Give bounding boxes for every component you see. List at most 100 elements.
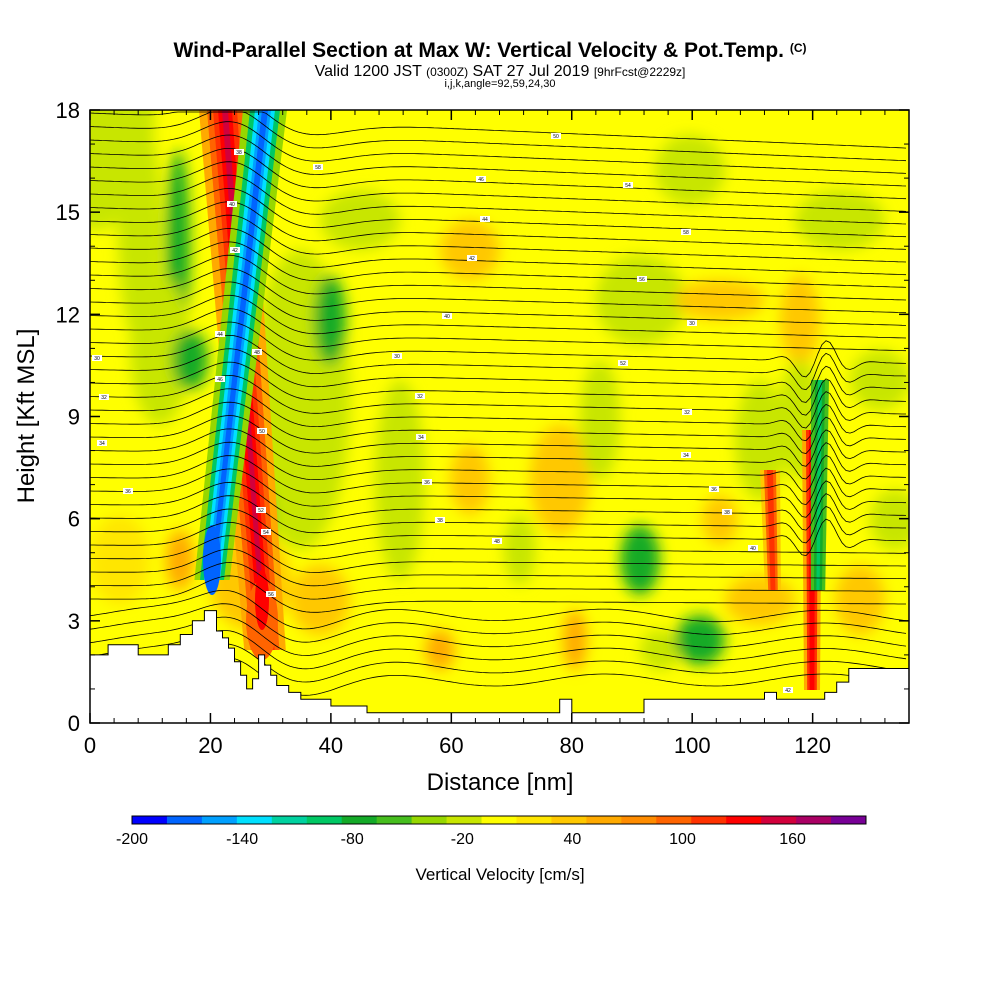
velocity-cell (320, 190, 400, 250)
velocity-cell (166, 530, 194, 590)
isentrope-line (90, 508, 907, 557)
isentrope-line (90, 521, 906, 560)
velocity-cell (702, 495, 738, 545)
contour-label-box (99, 394, 109, 400)
isentrope-line (90, 548, 907, 587)
isentrope-line (90, 321, 907, 378)
isentrope-line (90, 415, 906, 467)
y-tick-label: 18 (56, 98, 80, 123)
velocity-core-band (209, 110, 268, 580)
isentrope-line (90, 535, 906, 573)
contour-label: 48 (254, 350, 260, 356)
contour-label-box (722, 509, 732, 515)
isentrope-line (90, 616, 907, 656)
velocity-cell (290, 565, 350, 635)
isentrope-line (90, 481, 907, 531)
velocity-cell (655, 135, 725, 205)
contour-label: 50 (259, 429, 265, 435)
velocity-cell (835, 565, 885, 635)
velocity-cell (530, 425, 590, 535)
isentrope-line (90, 575, 906, 613)
contour-label-box (234, 149, 244, 155)
velocity-cell (620, 525, 660, 595)
contour-label: 56 (268, 592, 274, 598)
contour-label-box (687, 320, 697, 326)
colorbar: -200 -140 -80 -20 40 100 160 (116, 815, 867, 848)
contour-label-box (227, 201, 237, 207)
isentrope-line (90, 161, 907, 212)
contour-label: 44 (217, 332, 223, 338)
terrain-mask (90, 610, 909, 723)
contour-label: 30 (689, 321, 695, 327)
colorbar-swatch (761, 816, 797, 824)
velocity-cell (795, 190, 885, 250)
contour-label: 48 (494, 539, 500, 545)
contour-label: 52 (620, 361, 626, 367)
colorbar-swatch (446, 816, 483, 824)
colorbar-tick-label: 100 (669, 831, 696, 848)
contour-label: 34 (418, 435, 424, 441)
contour-label: 38 (724, 510, 730, 516)
colorbar-tick-label: -200 (116, 831, 148, 848)
velocity-cell (870, 490, 909, 550)
contour-label-box (618, 360, 628, 366)
y-tick-label: 6 (68, 507, 80, 532)
potential-temperature-contours (90, 111, 907, 696)
contour-label: 58 (683, 230, 689, 236)
colorbar-tick-label: -20 (451, 831, 474, 848)
contour-label-box (480, 216, 490, 222)
contour-label: 38 (437, 518, 443, 524)
contour-label: 32 (101, 395, 107, 401)
y-tick-label: 9 (68, 405, 80, 430)
velocity-cell (314, 275, 346, 365)
contour-label-box (476, 176, 486, 182)
contour-label-box (313, 164, 323, 170)
contour-label-box (682, 409, 692, 415)
colorbar-swatch (586, 816, 622, 824)
chart-subtitle-2: i,j,k,angle=92,59,24,30 (444, 78, 555, 90)
contour-label-box (467, 255, 477, 261)
colorbar-tick-label: 160 (779, 831, 806, 848)
contour-label: 54 (625, 183, 631, 189)
velocity-cell (450, 445, 490, 515)
colorbar-swatch (516, 816, 552, 824)
velocity-cell (580, 360, 620, 480)
contour-label: 36 (424, 480, 430, 486)
contour-label-box (261, 529, 271, 535)
x-tick-label: 0 (84, 733, 96, 758)
colorbar-swatch (132, 816, 168, 824)
y-tick-label: 3 (68, 609, 80, 634)
contour-label-box (637, 276, 647, 282)
x-tick-label: 20 (198, 733, 222, 758)
y-tick-label: 0 (68, 711, 80, 736)
isentrope-line (90, 254, 907, 301)
isentrope-line (90, 374, 906, 429)
isentrope-line (90, 228, 907, 276)
chart-subtitle: Valid 1200 JST (0300Z) SAT 27 Jul 2019 [… (315, 63, 686, 80)
contour-label: 40 (229, 202, 235, 208)
velocity-cell (780, 275, 820, 365)
y-axis-label: Height [Kft MSL] (13, 329, 40, 504)
isentrope-line (90, 455, 906, 506)
contour-label-box (266, 591, 276, 597)
contour-label-box (215, 331, 225, 337)
isentrope-line (90, 201, 907, 250)
isentrope-line (90, 441, 907, 493)
chart-title: Wind-Parallel Section at Max W: Vertical… (173, 39, 806, 62)
velocity-cell (504, 515, 536, 585)
isentrope-line (90, 111, 907, 149)
isentrope-line (90, 361, 907, 416)
contour-label-box (257, 428, 267, 434)
contour-label: 50 (553, 134, 559, 140)
contour-label-box (92, 355, 102, 361)
colorbar-swatch (551, 816, 587, 824)
velocity-cell (595, 255, 685, 345)
isentrope-line (90, 630, 907, 670)
isentrope-line (90, 268, 907, 314)
x-tick-label: 40 (319, 733, 343, 758)
contour-label: 36 (125, 489, 131, 495)
y-tick-label: 12 (56, 302, 80, 327)
colorbar-swatch (656, 816, 692, 824)
contour-label: 44 (482, 217, 488, 223)
contour-label: 58 (315, 165, 321, 171)
